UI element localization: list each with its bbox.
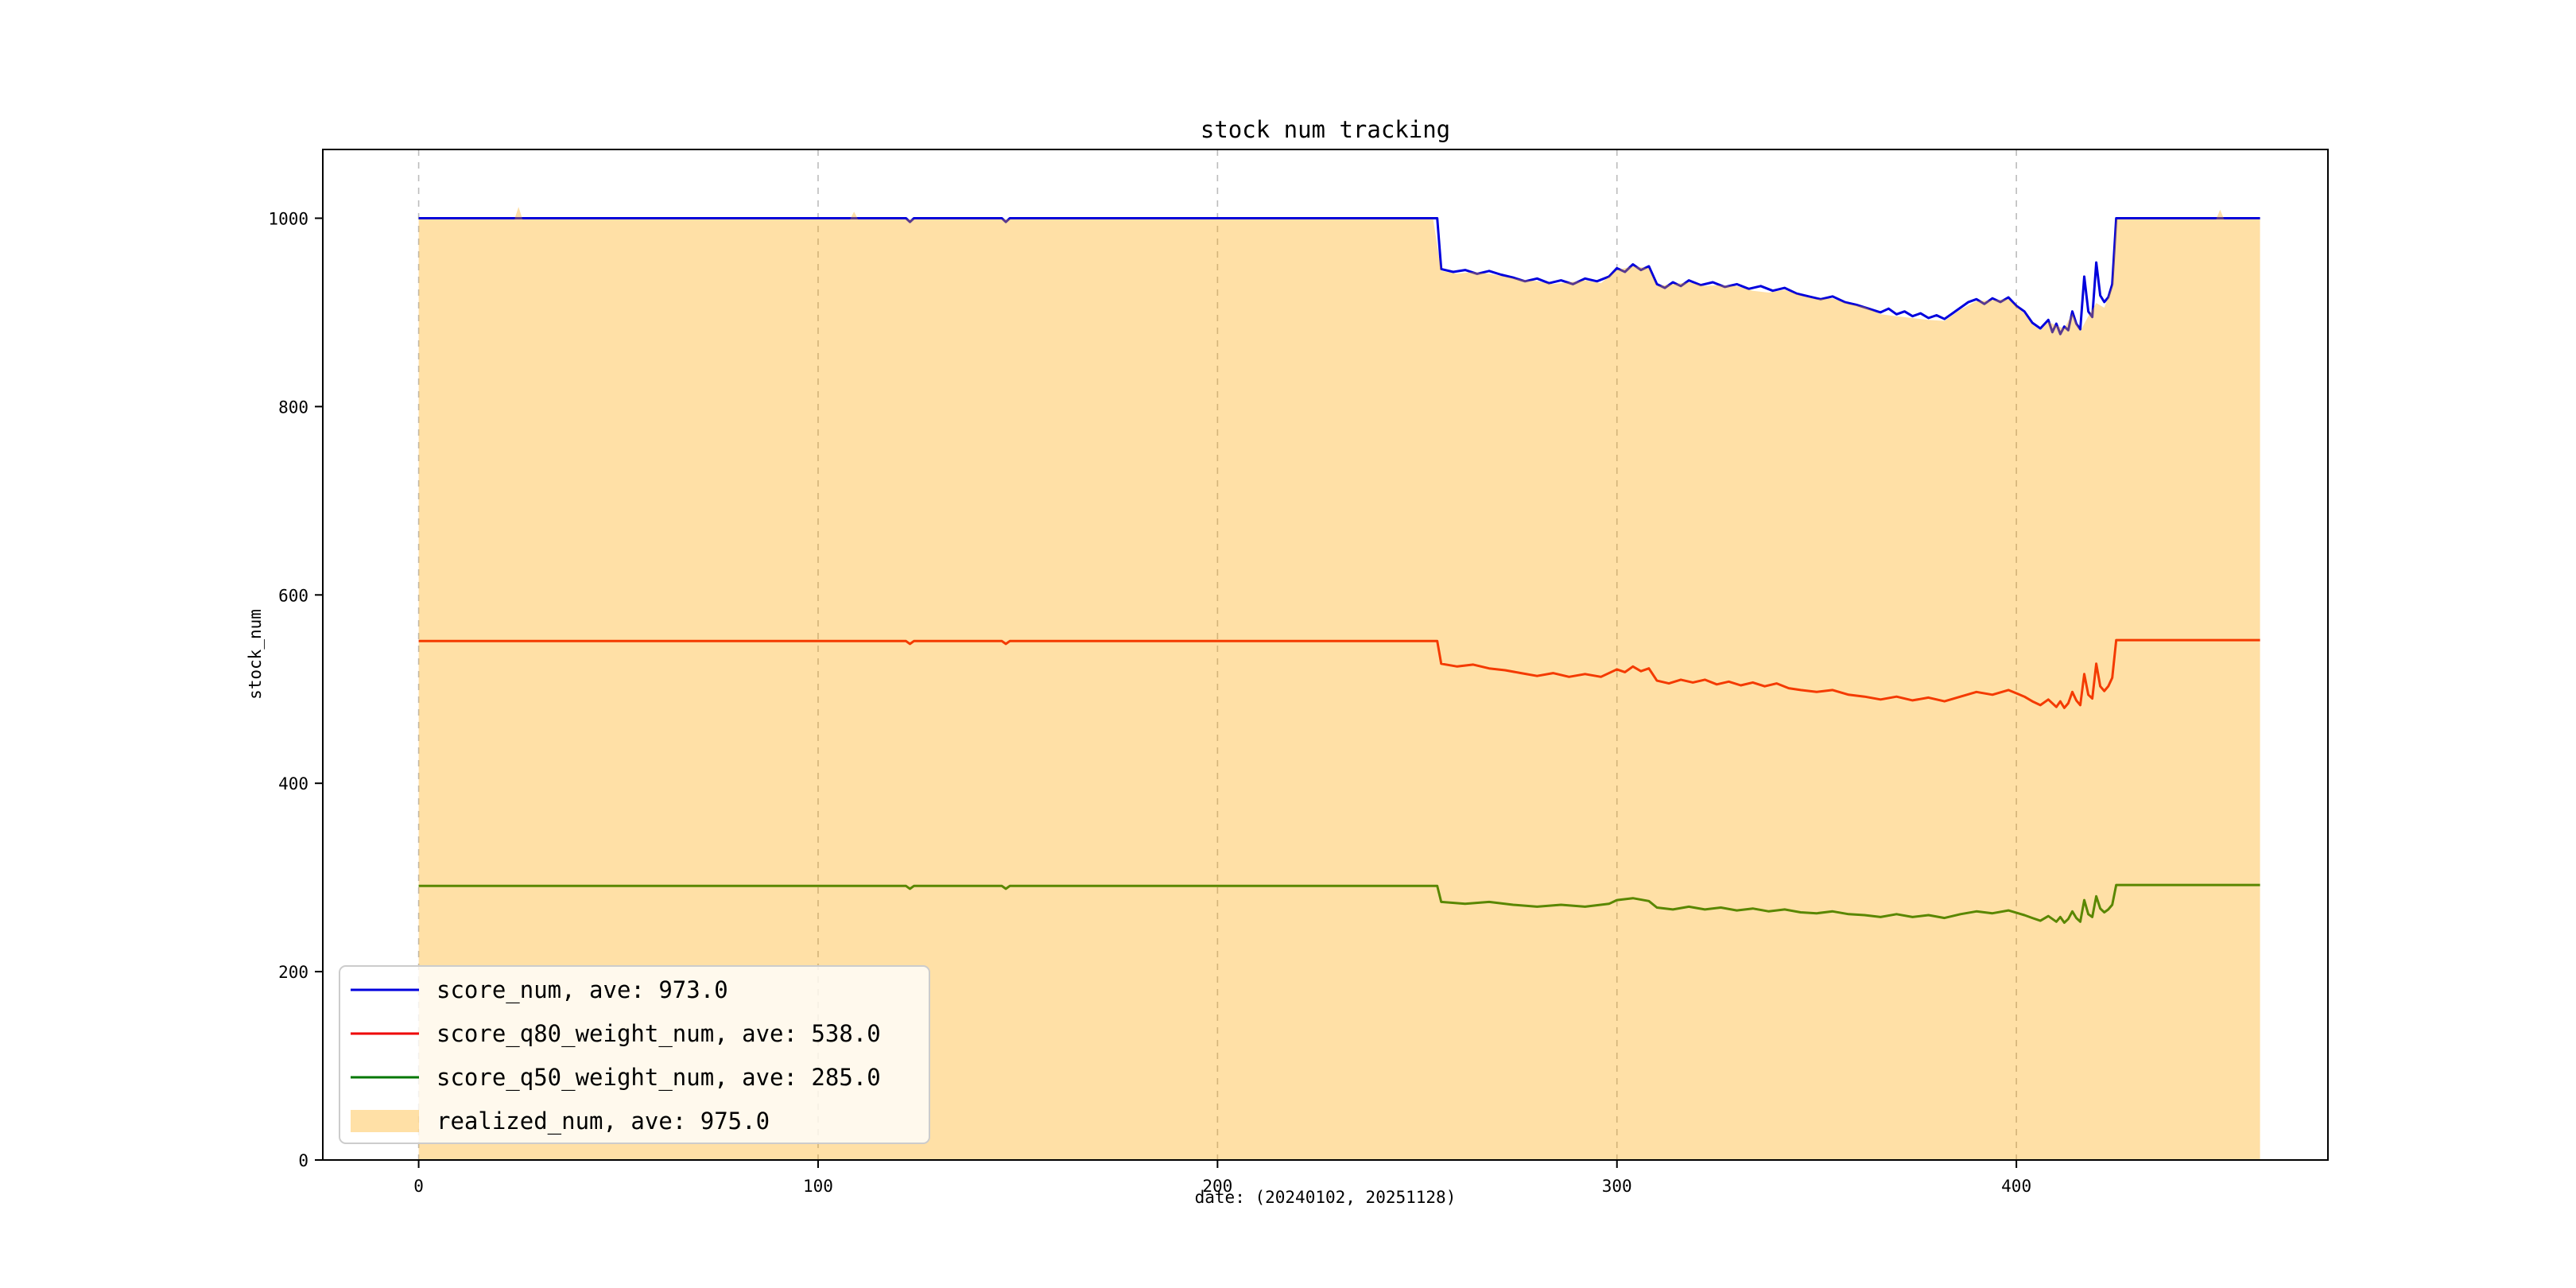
y-axis-tick-label: 600	[278, 586, 308, 605]
legend-label: score_q50_weight_num, ave: 285.0	[436, 1064, 881, 1092]
legend-swatch	[351, 1110, 419, 1132]
x-axis-tick-label: 200	[1202, 1177, 1232, 1196]
y-axis-tick-label: 400	[278, 774, 308, 793]
x-axis-tick-label: 0	[413, 1177, 424, 1196]
legend-label: realized_num, ave: 975.0	[436, 1108, 770, 1135]
y-axis-tick-label: 1000	[268, 209, 308, 228]
x-axis-tick-label: 300	[1602, 1177, 1632, 1196]
series-line	[418, 638, 2260, 709]
x-axis-tick-label: 400	[2001, 1177, 2031, 1196]
series-area	[418, 207, 2260, 1160]
series-line	[418, 883, 2260, 924]
y-axis-tick-label: 200	[278, 963, 308, 982]
y-axis-label: stock_num	[246, 609, 265, 700]
series-line	[418, 217, 2260, 336]
legend-label: score_num, ave: 973.0	[436, 976, 728, 1004]
y-axis-tick-label: 0	[298, 1151, 308, 1170]
axes-frame	[322, 149, 2329, 1161]
chart-title: stock num tracking	[1200, 116, 1451, 143]
y-axis-tick-label: 800	[278, 398, 308, 417]
legend-label: score_q80_weight_num, ave: 538.0	[436, 1020, 881, 1048]
x-axis-tick-label: 100	[803, 1177, 833, 1196]
legend-box	[339, 965, 930, 1144]
x-axis-label: date: (20240102, 20251128)	[1194, 1188, 1457, 1207]
